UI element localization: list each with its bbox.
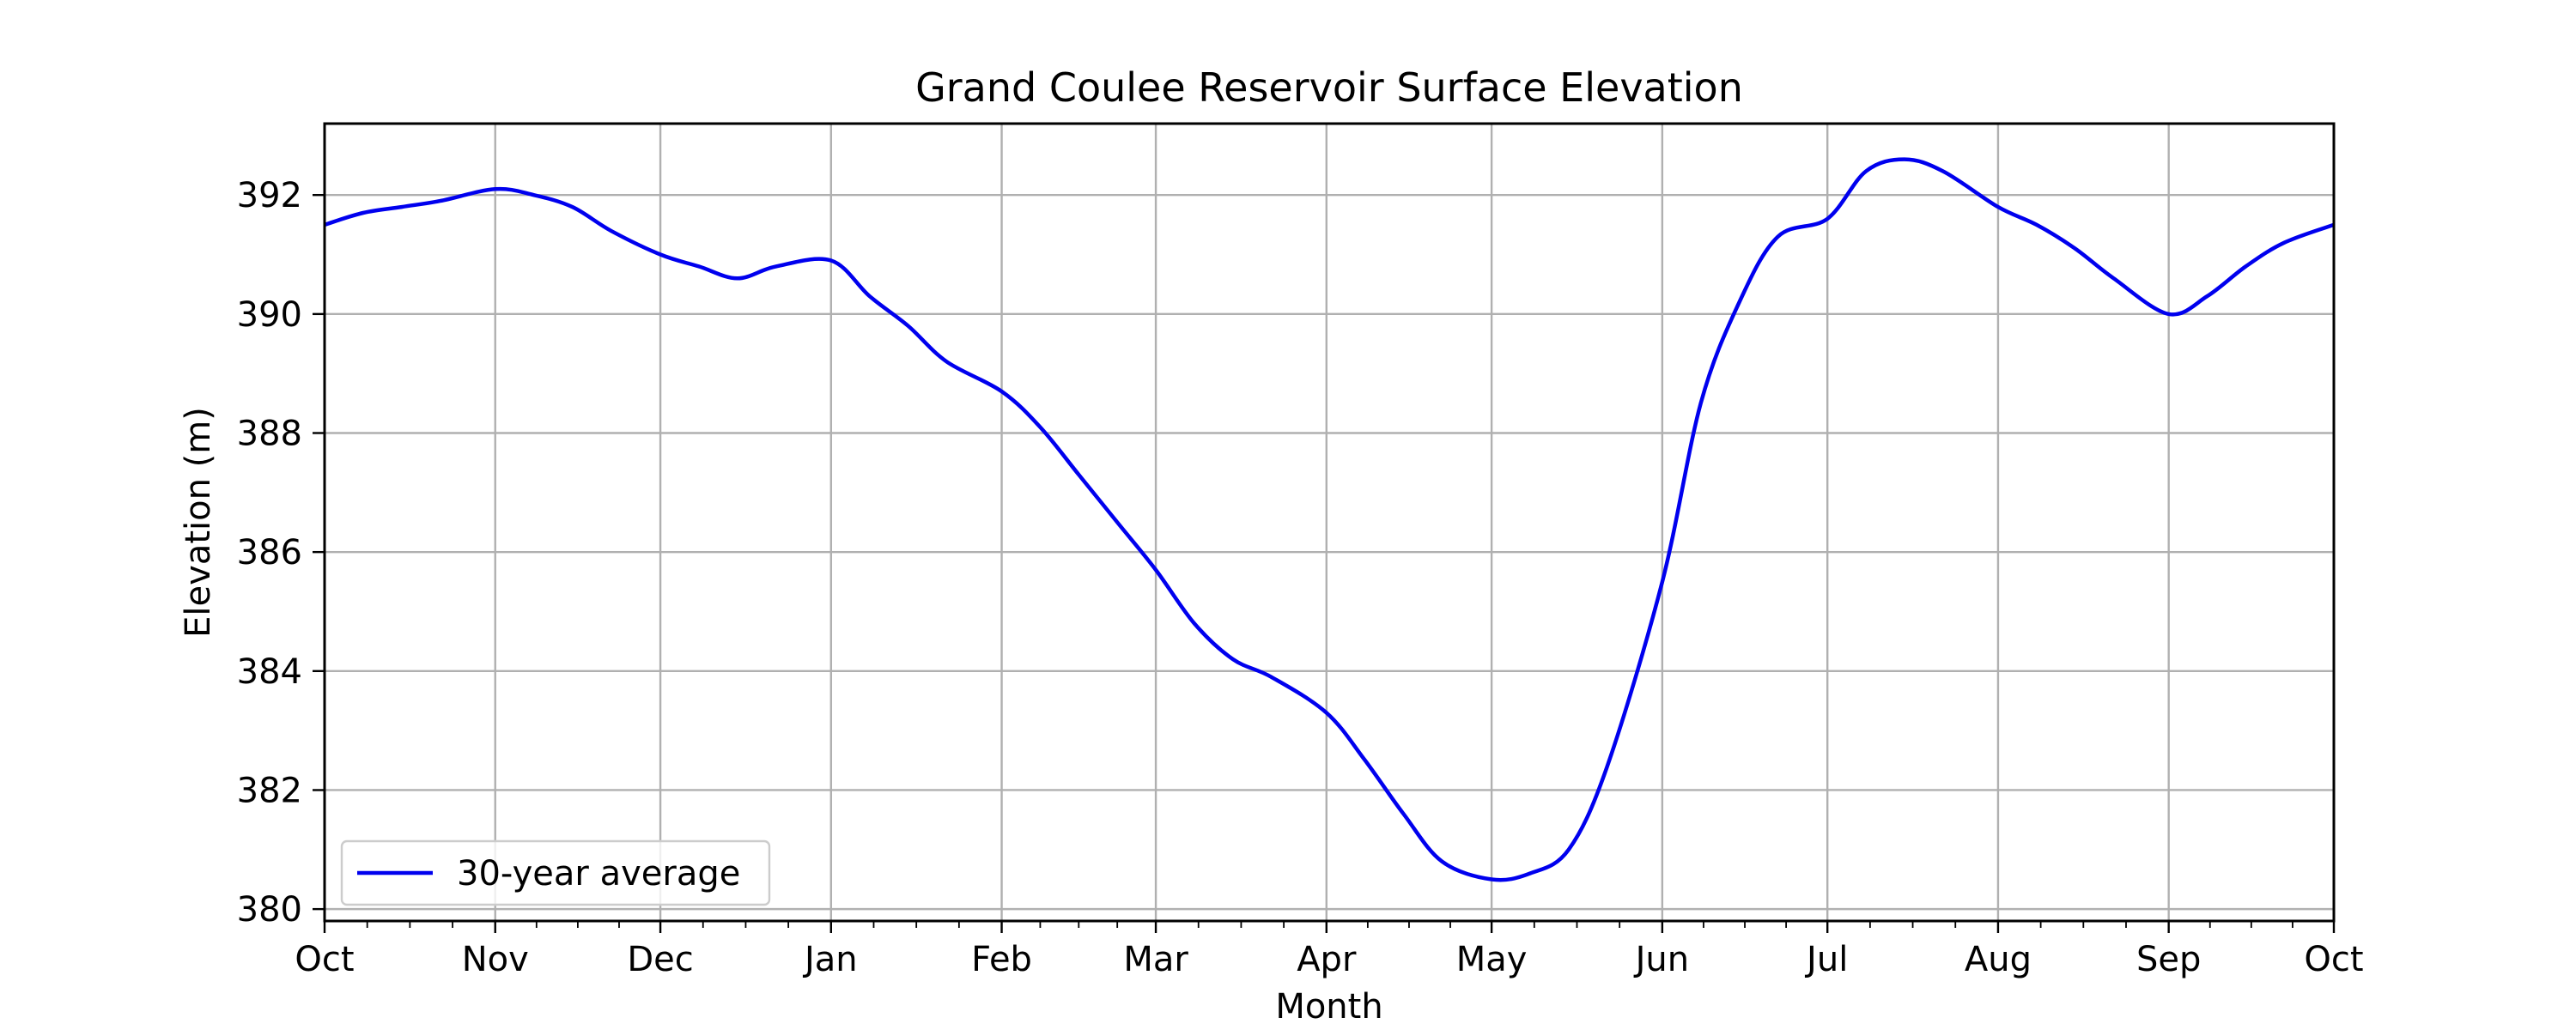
plot-frame [323,122,2336,923]
y-tick-label: 388 [237,415,302,454]
x-tick-label: May [1456,940,1528,979]
x-tick-label: Mar [1123,940,1188,979]
series-group [324,157,2335,882]
y-tick-label: 392 [237,176,302,215]
x-tick-label: Aug [1965,940,2032,979]
x-tick-label: Jun [1633,940,1690,979]
x-tick-label: Oct [295,940,354,979]
x-tick-label: Feb [971,940,1032,979]
chart-title: Grand Coulee Reservoir Surface Elevation [915,64,1743,111]
x-axis-label: Month [1275,987,1382,1027]
series-line [324,157,2335,882]
y-tick-label: 390 [237,295,302,335]
x-tick-label: Jan [802,940,858,979]
legend-box [340,839,771,906]
legend: 30-year average [340,839,771,906]
x-tick-label: Oct [2304,940,2363,979]
x-tick-label: Sep [2136,940,2201,979]
x-tick-label: Jul [1804,940,1848,979]
x-tick-label: Apr [1297,940,1357,979]
y-tick-label: 380 [237,890,302,930]
x-tick-label: Dec [627,940,693,979]
legend-label: 30-year average [457,854,740,894]
x-tick-label: Nov [462,940,529,979]
y-axis-label: Elevation (m) [179,407,218,638]
y-tick-label: 382 [237,771,302,810]
x-axis: Oct Nov Dec Jan Feb Mar Apr May Jun Jul Aug Sep Oct [295,921,2364,979]
y-axis: 380 382 384 386 388 390 392 [237,176,325,930]
y-tick-label: 384 [237,652,302,692]
y-tick-label: 386 [237,533,302,573]
